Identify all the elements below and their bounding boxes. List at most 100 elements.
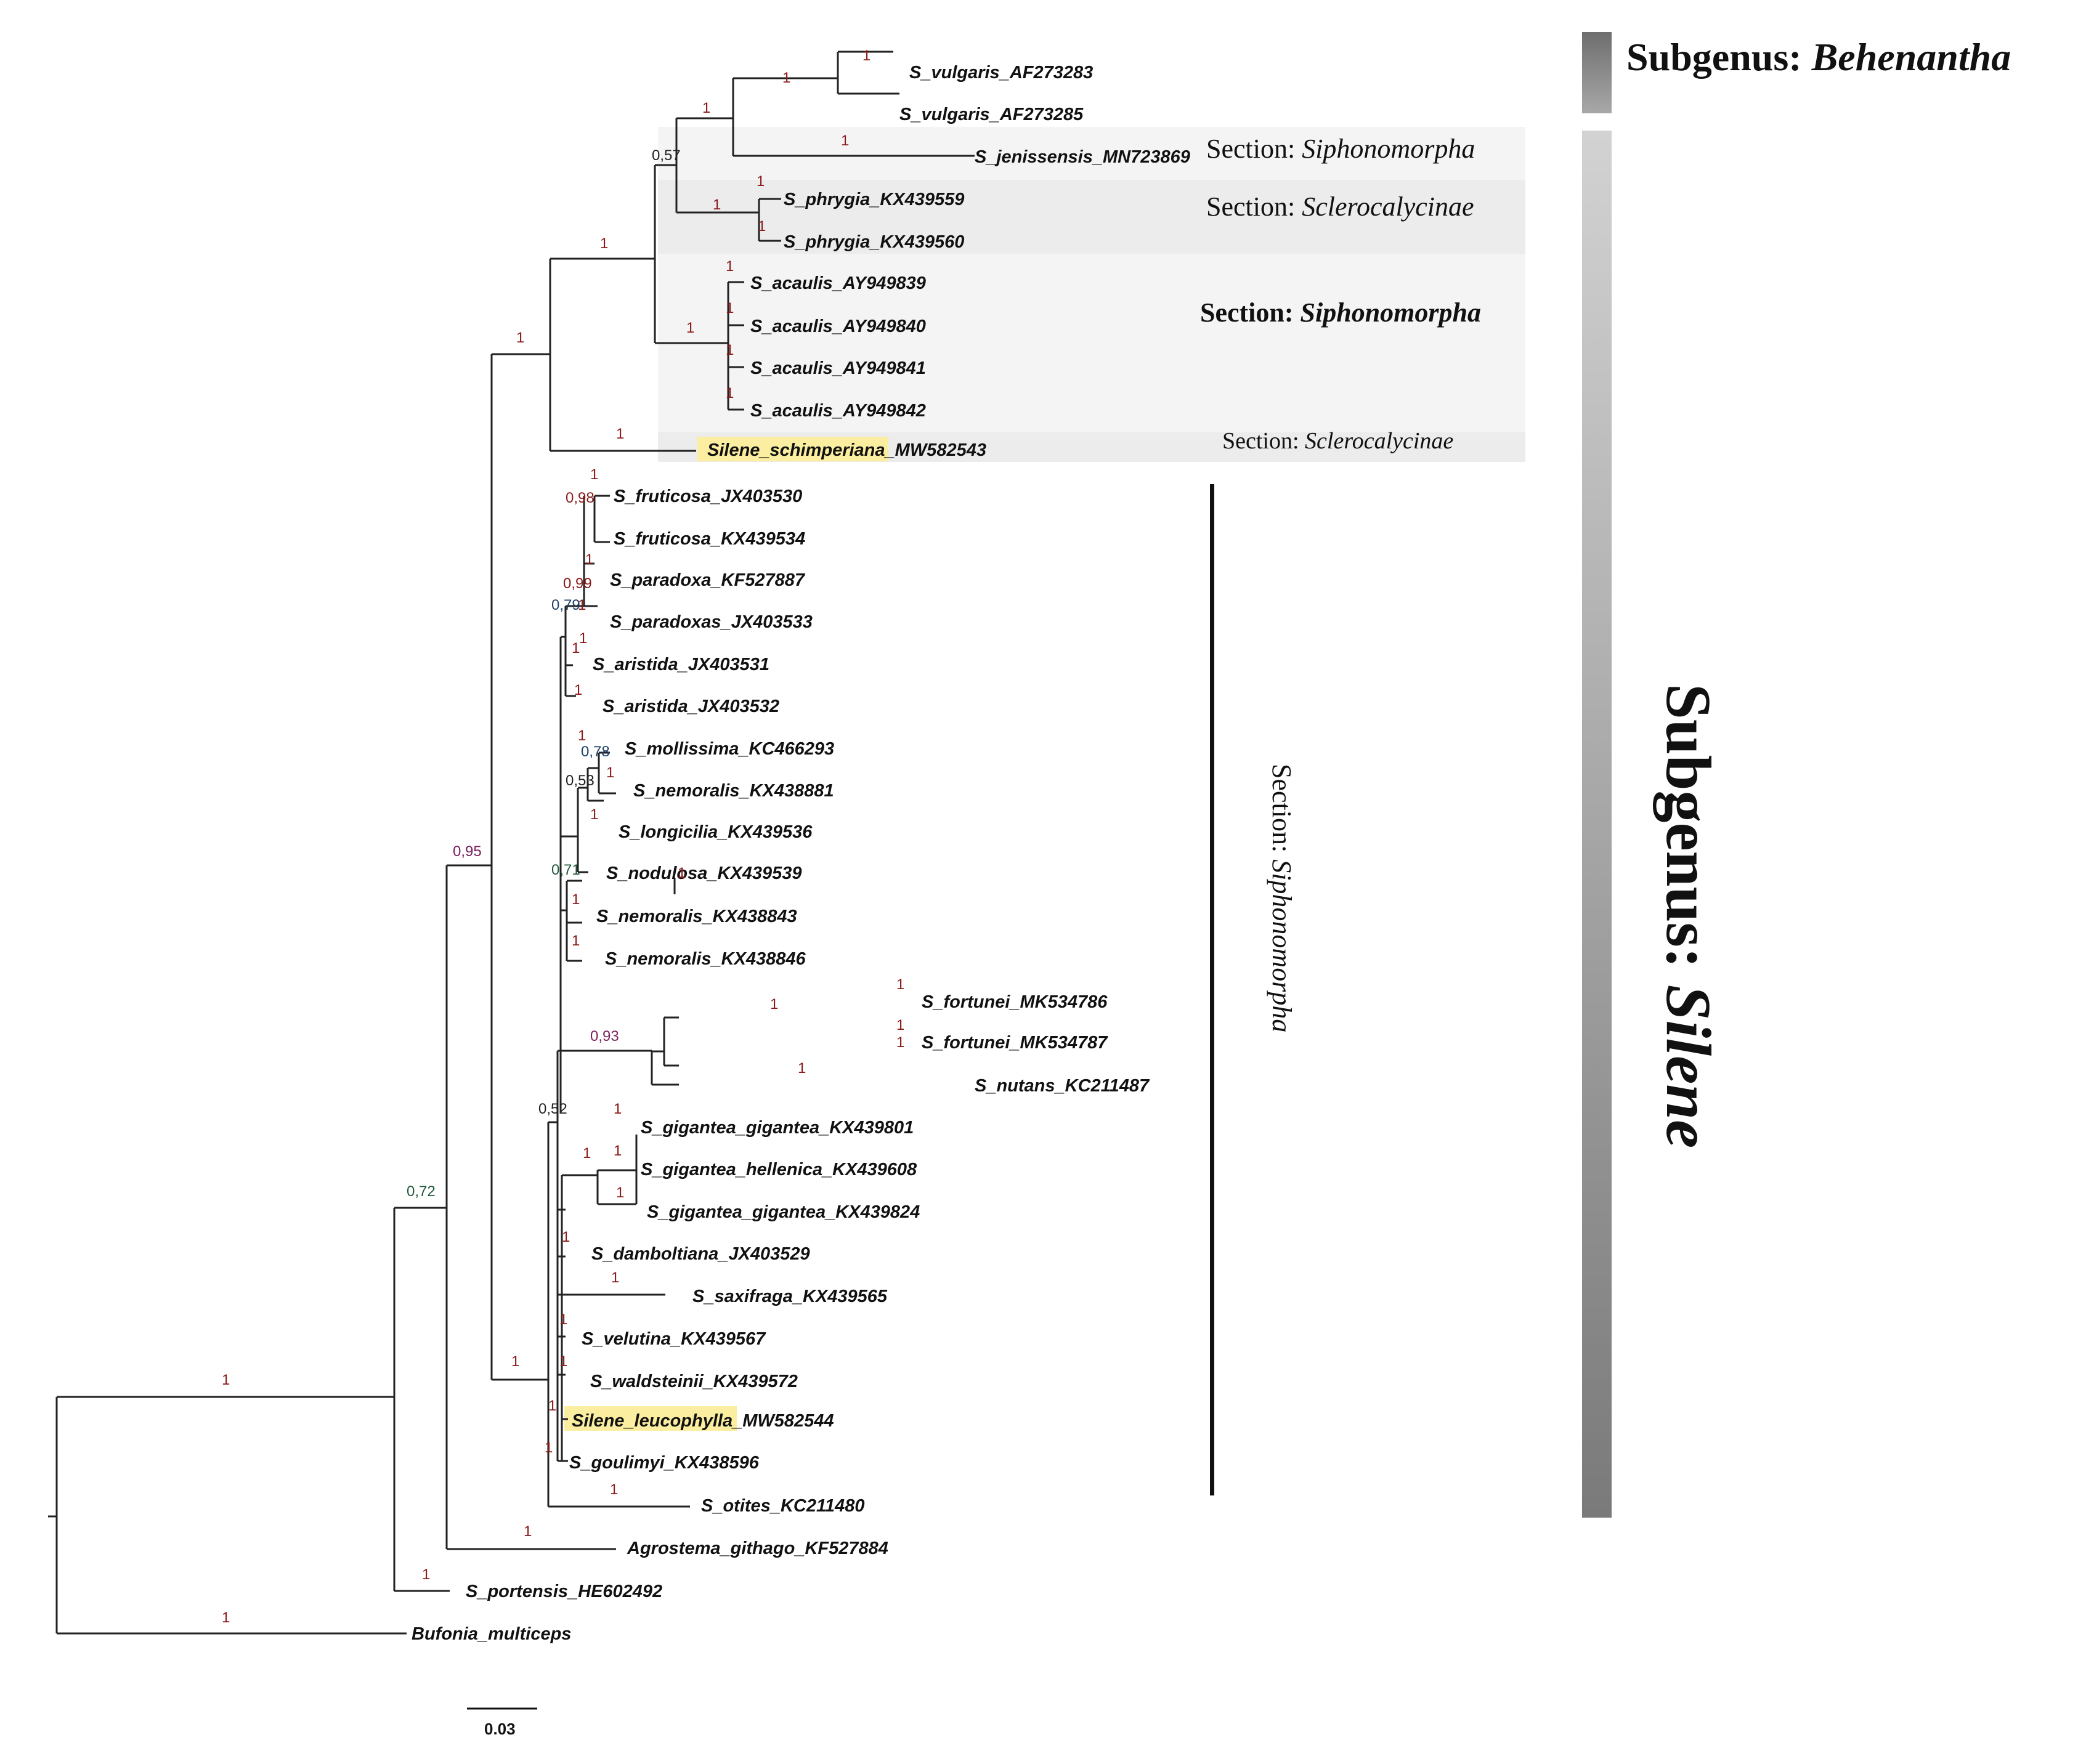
tip-label: S_acaulis_AY949839 bbox=[750, 273, 926, 293]
support-value: 1 bbox=[579, 630, 587, 647]
support-value: 1 bbox=[578, 727, 586, 744]
support-value: 1 bbox=[610, 1481, 618, 1498]
tip-label: S_fortunei_MK534786 bbox=[922, 992, 1108, 1012]
section-label-sclerocalycinae-1: Section: Sclerocalycinae bbox=[1206, 192, 1474, 222]
tip-label: S_acaulis_AY949840 bbox=[750, 317, 926, 336]
section-label-sclerocalycinae-2: Section: Sclerocalycinae bbox=[1222, 428, 1453, 454]
tip-label: S_phrygia_KX439560 bbox=[784, 232, 964, 252]
tip-label: Agrostema_githago_KF527884 bbox=[627, 1539, 888, 1558]
support-value: 1 bbox=[572, 640, 580, 657]
support-value: 0,93 bbox=[590, 1028, 619, 1045]
tip-label: S_nemoralis_KX438881 bbox=[633, 781, 834, 801]
tip-label: Silene_schimperiana_MW582543 bbox=[707, 440, 986, 460]
section-label-siphonomorpha-vertical: Section: Siphonomorpha bbox=[1267, 764, 1297, 1032]
subgenus-silene-bar bbox=[1582, 131, 1612, 1518]
tip-label: S_nemoralis_KX438846 bbox=[605, 949, 806, 969]
subgenus-silene-label: Subgenus: Silene bbox=[1653, 684, 1724, 1148]
tip-label: S_damboltiana_JX403529 bbox=[591, 1244, 810, 1264]
support-value: 1 bbox=[896, 976, 904, 993]
support-value: 1 bbox=[583, 1145, 591, 1162]
tip-label: S_acaulis_AY949842 bbox=[750, 401, 926, 421]
band-siphonomorpha-jenissensis bbox=[658, 127, 1525, 180]
support-values: 1 1 1 0,57 1 1 1 1 1 1 1 1 1 1 1 1 0,98 … bbox=[222, 47, 904, 1626]
support-value: 1 bbox=[600, 235, 608, 252]
support-value: 1 bbox=[516, 330, 524, 346]
support-value: 0,71 bbox=[551, 862, 580, 878]
support-value: 1 bbox=[758, 218, 766, 235]
support-value: 1 bbox=[572, 933, 580, 949]
support-value: 1 bbox=[726, 385, 734, 402]
support-value: 1 bbox=[841, 132, 849, 149]
support-value: 1 bbox=[896, 1017, 904, 1034]
support-value: 1 bbox=[616, 426, 624, 442]
tip-label: S_gigantea_gigantea_KX439801 bbox=[641, 1118, 914, 1138]
tip-label: S_velutina_KX439567 bbox=[582, 1329, 766, 1349]
support-value: 1 bbox=[616, 1184, 624, 1201]
tip-labels: S_vulgaris_AF273283 S_vulgaris_AF273285 … bbox=[412, 63, 1190, 1644]
support-value: 1 bbox=[770, 996, 778, 1013]
tree-branches bbox=[48, 51, 975, 1635]
tip-label: S_nodulosa_KX439539 bbox=[606, 864, 802, 883]
support-value: 1 bbox=[614, 1101, 622, 1117]
support-value: 1 bbox=[726, 300, 734, 317]
tip-label: S_fortunei_MK534787 bbox=[922, 1033, 1108, 1053]
tip-label: S_goulimyi_KX438596 bbox=[569, 1453, 760, 1473]
tip-label: S_phrygia_KX439559 bbox=[784, 190, 964, 209]
support-value: 1 bbox=[590, 806, 598, 823]
support-value: 0,52 bbox=[538, 1101, 567, 1117]
highlight-schimperiana bbox=[697, 437, 888, 461]
support-value: 1 bbox=[572, 891, 580, 908]
support-value: 0,72 bbox=[407, 1183, 436, 1200]
tip-label: Bufonia_multiceps bbox=[412, 1624, 571, 1644]
support-value: 1 bbox=[422, 1566, 430, 1583]
section-label-siphonomorpha-1: Section: Siphonomorpha bbox=[1206, 134, 1475, 164]
tip-label: S_waldsteinii_KX439572 bbox=[590, 1372, 798, 1391]
support-value: 0,98 bbox=[566, 490, 595, 506]
support-value: 1 bbox=[524, 1523, 532, 1540]
support-value: 1 bbox=[798, 1060, 806, 1077]
support-value: 1 bbox=[562, 1229, 570, 1245]
support-value: 1 bbox=[757, 173, 765, 190]
support-value: 1 bbox=[862, 47, 870, 64]
tip-label: S_fruticosa_KX439534 bbox=[614, 529, 805, 549]
support-value: 0,95 bbox=[453, 843, 482, 860]
band-sclerocalycinae-phrygia bbox=[658, 180, 1525, 254]
highlight-leucophylla bbox=[564, 1406, 737, 1431]
support-value: 0,99 bbox=[563, 575, 592, 592]
tip-label: S_otites_KC211480 bbox=[701, 1496, 864, 1516]
support-value: 1 bbox=[590, 466, 598, 483]
band-siphonomorpha-acaulis bbox=[658, 254, 1525, 432]
tip-label: S_vulgaris_AF273283 bbox=[909, 63, 1093, 83]
scale-bar-label: 0.03 bbox=[484, 1720, 516, 1738]
support-value: 1 bbox=[578, 597, 586, 613]
tip-label: S_gigantea_hellenica_KX439608 bbox=[641, 1160, 917, 1179]
support-value: 1 bbox=[559, 1311, 567, 1328]
tip-label: S_paradoxas_JX403533 bbox=[610, 612, 813, 632]
tip-label: Silene_leucophylla_MW582544 bbox=[572, 1411, 834, 1431]
support-value: 1 bbox=[222, 1372, 230, 1388]
support-value: 0,78 bbox=[581, 743, 610, 760]
tip-label: S_jenissensis_MN723869 bbox=[975, 147, 1190, 167]
subgenus-behenantha-bar bbox=[1582, 32, 1612, 113]
support-value: 1 bbox=[686, 320, 694, 336]
support-value: 1 bbox=[702, 100, 710, 116]
support-value: 1 bbox=[726, 342, 734, 358]
support-value: 1 bbox=[545, 1439, 553, 1456]
tip-label: S_longicilia_KX439536 bbox=[619, 822, 813, 842]
tip-label: S_mollissima_KC466293 bbox=[625, 739, 834, 759]
support-value: 0,57 bbox=[652, 147, 681, 164]
support-value: 1 bbox=[606, 764, 614, 781]
support-value: 1 bbox=[713, 196, 721, 213]
tip-label: S_nutans_KC211487 bbox=[975, 1076, 1150, 1096]
support-value: 1 bbox=[614, 1143, 622, 1159]
tip-label: S_fruticosa_JX403530 bbox=[614, 487, 802, 506]
tip-label: S_vulgaris_AF273285 bbox=[899, 105, 1084, 124]
support-value: 0,53 bbox=[566, 772, 595, 789]
tip-label: S_aristida_JX403532 bbox=[603, 697, 779, 716]
support-value: 1 bbox=[726, 258, 734, 275]
tip-label: S_nemoralis_KX438843 bbox=[596, 907, 797, 926]
support-value: 1 bbox=[896, 1034, 904, 1051]
tip-label: S_paradoxa_KF527887 bbox=[610, 570, 806, 590]
